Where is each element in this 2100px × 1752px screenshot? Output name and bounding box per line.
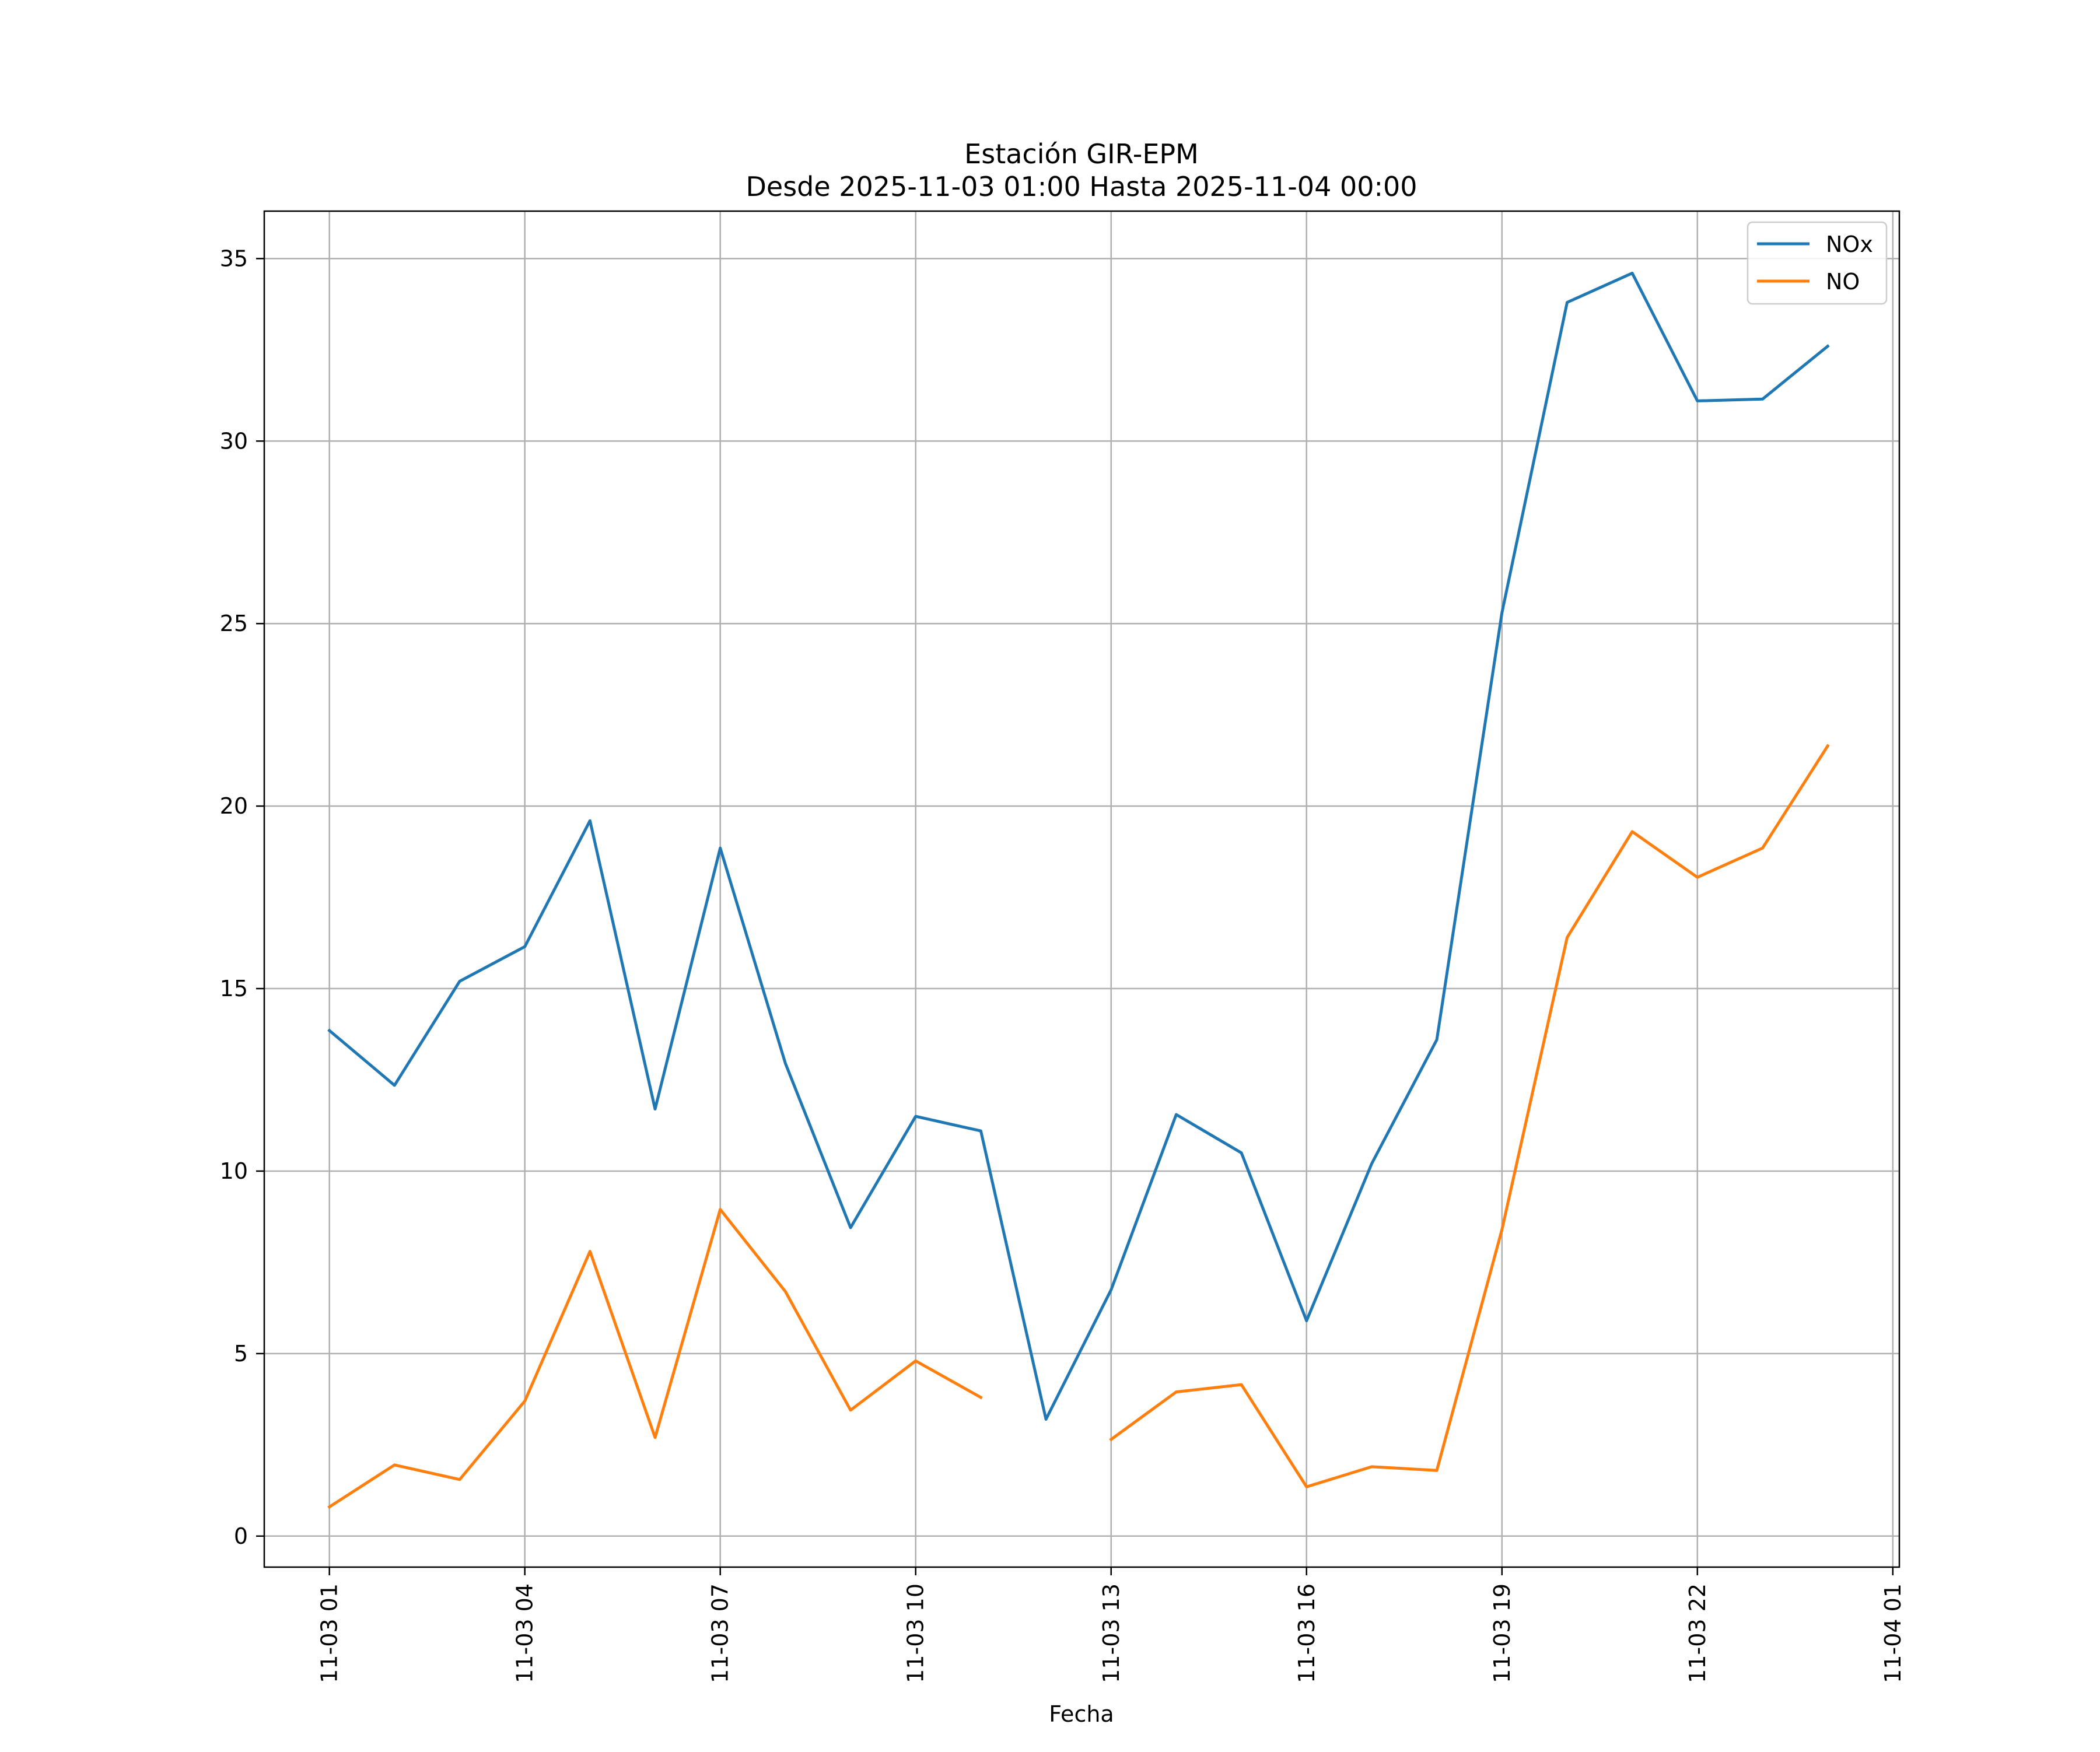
x-tick-label-5: 11-03 16 — [1294, 1583, 1320, 1683]
x-tick-label-6: 11-03 19 — [1489, 1583, 1515, 1683]
y-tick-label-1: 5 — [234, 1341, 248, 1366]
x-tick-label-3: 11-03 10 — [903, 1583, 929, 1683]
x-axis-label: Fecha — [1049, 1701, 1114, 1727]
y-tick-label-4: 20 — [220, 793, 248, 819]
x-tick-label-1: 11-03 04 — [512, 1583, 538, 1683]
legend-label-no: NO — [1826, 269, 1860, 295]
y-tick-label-6: 30 — [220, 428, 248, 454]
chart-title-line-2: Desde 2025-11-03 01:00 Hasta 2025-11-04 … — [746, 171, 1417, 202]
y-tick-label-7: 35 — [220, 246, 248, 271]
x-tick-label-4: 11-03 13 — [1098, 1583, 1124, 1683]
x-tick-label-0: 11-03 01 — [317, 1583, 342, 1683]
y-tick-label-2: 10 — [220, 1158, 248, 1184]
chart-title-line-1: Estación GIR-EPM — [964, 138, 1199, 170]
y-tick-label-0: 0 — [234, 1523, 248, 1549]
x-tick-label-7: 11-03 22 — [1685, 1583, 1710, 1683]
x-tick-label-2: 11-03 07 — [708, 1583, 733, 1683]
legend-label-nox: NOx — [1826, 232, 1873, 257]
legend: NOx NO — [1748, 222, 1887, 304]
x-tick-label-8: 11-04 01 — [1880, 1583, 1906, 1683]
y-tick-label-3: 15 — [220, 976, 248, 1001]
y-tick-label-5: 25 — [220, 611, 248, 636]
